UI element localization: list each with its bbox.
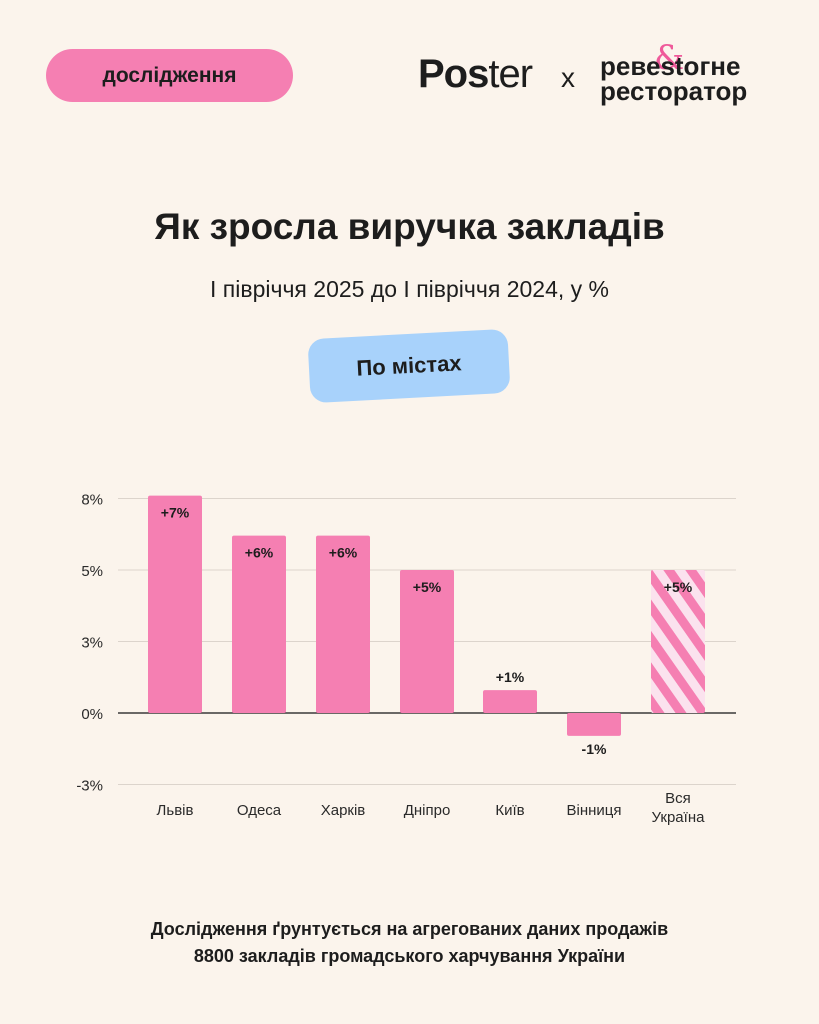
- poster-logo: Poster: [418, 52, 533, 97]
- x-tick-label: Вся: [665, 790, 691, 807]
- x-tick-label: Дніпро: [404, 802, 451, 819]
- partner-logo: ревеstогне ресторатор: [600, 51, 748, 106]
- ampersand-icon: &: [654, 38, 685, 78]
- data-label: +6%: [329, 545, 358, 561]
- data-label: +5%: [413, 579, 442, 595]
- y-tick-label: -3%: [76, 778, 103, 795]
- bar: [400, 570, 454, 713]
- x-tick-label: Харків: [321, 802, 366, 819]
- filter-label: По містах: [355, 350, 463, 381]
- footnote-line1: Дослідження ґрунтується на агрегованих д…: [150, 919, 669, 939]
- bar-hatched: [651, 570, 705, 713]
- x-tick-label: Україна: [652, 809, 706, 826]
- bar: [232, 535, 286, 713]
- data-label: +6%: [245, 545, 274, 561]
- data-label: +1%: [496, 669, 525, 685]
- y-tick-label: 0%: [81, 706, 103, 723]
- y-tick-label: 3%: [81, 635, 103, 652]
- footnote: Дослідження ґрунтується на агрегованих д…: [0, 916, 819, 970]
- data-label: -1%: [582, 741, 607, 757]
- filter-by-cities-badge: По містах: [307, 328, 511, 404]
- x-tick-label: Одеса: [237, 802, 282, 819]
- poster-logo-bold: Pos: [418, 52, 489, 96]
- research-tag: дослідження: [46, 49, 293, 102]
- bar: [567, 713, 621, 736]
- partner-logo-line1: ревеstогне: [600, 51, 741, 81]
- bar: [316, 535, 370, 713]
- bar: [148, 495, 202, 713]
- bar: [483, 690, 537, 713]
- research-tag-label: дослідження: [102, 63, 237, 87]
- x-tick-label: Вінниця: [567, 802, 622, 819]
- data-label: +5%: [664, 579, 693, 595]
- y-tick-label: 5%: [81, 563, 103, 580]
- footnote-line2: 8800 закладів громадського харчування Ук…: [193, 946, 626, 966]
- page-title: Як зросла виручка закладів: [154, 206, 665, 247]
- page-subtitle: І півріччя 2025 до І півріччя 2024, у %: [210, 276, 609, 302]
- revenue-growth-chart: 8% 5% 3% 0% -3% +7% Львів +6% Одеса +6% Харків +5% Д…: [76, 492, 736, 826]
- poster-logo-light: ter: [488, 52, 533, 96]
- data-label: +7%: [161, 505, 190, 521]
- x-tick-label: Львів: [157, 802, 194, 819]
- x-tick-label: Київ: [495, 802, 524, 819]
- partner-logo-line2: ресторатор: [600, 76, 748, 106]
- y-tick-label: 8%: [81, 492, 103, 509]
- logo-separator: x: [561, 62, 575, 93]
